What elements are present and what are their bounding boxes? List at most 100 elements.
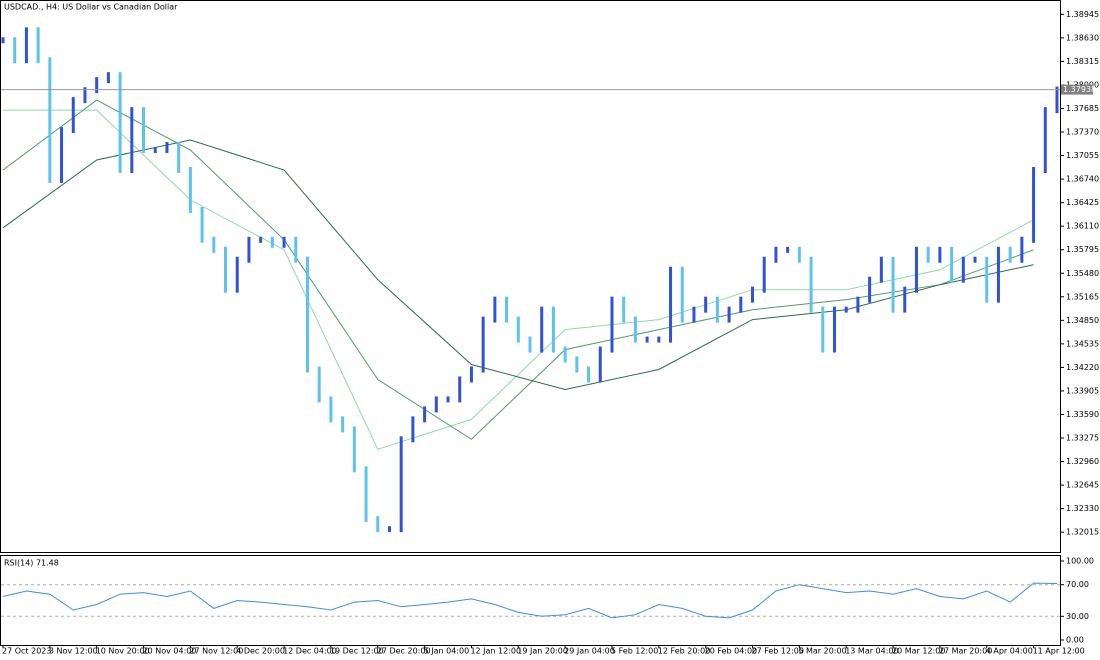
price-bar bbox=[1043, 107, 1047, 173]
x-tick-label: 27 Oct 2023 bbox=[2, 647, 51, 656]
y-tick-label: 1.36740 bbox=[1066, 175, 1099, 184]
price-bar bbox=[95, 77, 99, 94]
y-tick-label: 1.36425 bbox=[1066, 198, 1099, 207]
x-tick-label: 27 Dec 20:00 bbox=[377, 647, 431, 656]
price-bar bbox=[294, 236, 298, 263]
price-bar bbox=[224, 246, 228, 293]
x-tick-label: 27 Nov 12:00 bbox=[189, 647, 243, 656]
price-bar bbox=[352, 426, 356, 473]
price-bar bbox=[879, 256, 883, 283]
y-tick-label: 1.34220 bbox=[1066, 363, 1099, 372]
y-tick-label: 1.37370 bbox=[1066, 128, 1099, 137]
price-bar bbox=[914, 246, 918, 293]
price-bar bbox=[247, 236, 251, 263]
y-tick-label: 1.33590 bbox=[1066, 410, 1099, 419]
x-tick-label: 13 Mar 04:00 bbox=[845, 647, 898, 656]
price-bar bbox=[188, 166, 192, 213]
x-tick-label: 3 Nov 12:00 bbox=[49, 647, 98, 656]
y-tick-label: 1.32960 bbox=[1066, 457, 1099, 466]
x-tick-label: 27 Feb 12:00 bbox=[752, 647, 804, 656]
price-bar bbox=[423, 406, 427, 423]
price-bar bbox=[1055, 86, 1059, 114]
x-tick-label: 12 Dec 04:00 bbox=[283, 647, 337, 656]
price-bar bbox=[739, 296, 743, 313]
y-tick-label: 1.37055 bbox=[1066, 151, 1099, 160]
price-bar bbox=[692, 306, 696, 323]
price-bar bbox=[1, 37, 5, 44]
price-bar bbox=[669, 266, 673, 343]
price-bar bbox=[715, 296, 719, 323]
x-tick-label: 12 Jan 12:00 bbox=[470, 647, 521, 656]
rsi-tick-label: 0.00 bbox=[1066, 636, 1084, 645]
price-bar bbox=[645, 336, 649, 343]
price-bar bbox=[165, 142, 169, 154]
moving-average bbox=[2, 99, 1034, 440]
x-tick-label: 19 Dec 12:00 bbox=[330, 647, 384, 656]
y-tick-label: 1.35795 bbox=[1066, 245, 1099, 254]
price-bar bbox=[83, 87, 87, 104]
y-tick-label: 1.32645 bbox=[1066, 481, 1099, 490]
price-bar bbox=[973, 256, 977, 263]
x-tick-label: 12 Feb 20:00 bbox=[658, 647, 710, 656]
price-bar bbox=[704, 296, 708, 313]
y-tick-label: 1.38315 bbox=[1066, 57, 1099, 66]
price-bar bbox=[270, 236, 274, 248]
price-bar bbox=[587, 366, 591, 383]
rsi-tick-label: 30.00 bbox=[1066, 612, 1089, 621]
price-bar bbox=[1008, 246, 1012, 263]
chart-title: USDCAD., H4: US Dollar vs Canadian Dolla… bbox=[4, 3, 178, 12]
price-bar bbox=[528, 336, 532, 353]
x-tick-label: 10 Nov 20:00 bbox=[96, 647, 150, 656]
price-bar bbox=[235, 256, 239, 293]
rsi-title: RSI(14) 71.48 bbox=[4, 559, 59, 568]
moving-average bbox=[3, 109, 1034, 450]
price-bar bbox=[950, 246, 954, 283]
y-tick-label: 1.36110 bbox=[1066, 222, 1099, 231]
rsi-tick-label: 70.00 bbox=[1066, 580, 1089, 589]
x-tick-label: 20 Mar 12:00 bbox=[892, 647, 945, 656]
price-bar bbox=[891, 256, 895, 313]
price-bar bbox=[376, 516, 380, 533]
price-bar bbox=[60, 127, 64, 183]
x-tick-label: 20 Nov 04:00 bbox=[143, 647, 197, 656]
rsi-tick-label: 100.00 bbox=[1066, 557, 1094, 566]
current-price-label: 1.37938 bbox=[1063, 85, 1096, 94]
price-bar bbox=[399, 436, 403, 533]
price-bar bbox=[809, 256, 813, 313]
price-bar bbox=[844, 306, 848, 313]
price-bar bbox=[118, 72, 122, 173]
x-tick-label: 5 Mar 20:00 bbox=[798, 647, 846, 656]
price-bar bbox=[481, 316, 485, 373]
price-bar bbox=[106, 72, 110, 84]
y-tick-label: 1.35165 bbox=[1066, 292, 1099, 301]
price-bar bbox=[633, 316, 637, 343]
price-bar bbox=[200, 206, 204, 243]
main-panel bbox=[0, 0, 1061, 553]
price-bar bbox=[797, 246, 801, 263]
price-bar bbox=[563, 346, 567, 363]
x-tick-label: 4 Apr 04:00 bbox=[986, 647, 1033, 656]
y-tick-label: 1.34850 bbox=[1066, 316, 1099, 325]
price-bar bbox=[364, 466, 368, 523]
price-bar bbox=[751, 286, 755, 303]
price-bar bbox=[540, 306, 544, 353]
y-tick-label: 1.34535 bbox=[1066, 339, 1099, 348]
price-bar bbox=[598, 346, 602, 383]
price-bar bbox=[856, 296, 860, 313]
price-bar bbox=[24, 27, 28, 64]
y-tick-label: 1.35480 bbox=[1066, 269, 1099, 278]
price-bar bbox=[774, 246, 778, 263]
x-tick-label: 4 Dec 20:00 bbox=[236, 647, 285, 656]
rsi-line bbox=[2, 582, 1058, 619]
price-bar bbox=[680, 266, 684, 323]
price-bar bbox=[13, 37, 17, 64]
price-bar bbox=[727, 306, 731, 323]
price-bar bbox=[762, 256, 766, 293]
x-tick-label: 11 Apr 12:00 bbox=[1033, 647, 1085, 656]
price-bar bbox=[493, 296, 497, 323]
price-bar bbox=[622, 296, 626, 323]
price-bar bbox=[551, 306, 555, 353]
price-bar bbox=[1032, 166, 1036, 243]
